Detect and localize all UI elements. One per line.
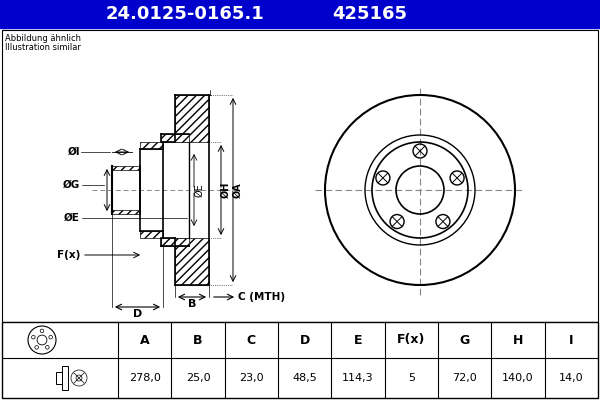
Text: 23,0: 23,0 <box>239 373 263 383</box>
Text: 25,0: 25,0 <box>185 373 211 383</box>
Bar <box>175 238 209 285</box>
Text: 278,0: 278,0 <box>129 373 161 383</box>
Text: 140,0: 140,0 <box>502 373 534 383</box>
Text: ØI: ØI <box>67 147 80 157</box>
Bar <box>62 366 68 390</box>
Text: ØA: ØA <box>233 182 243 198</box>
Text: ØH: ØH <box>221 182 231 198</box>
Bar <box>2 322 598 398</box>
Text: C (MTH): C (MTH) <box>238 292 285 302</box>
Text: G: G <box>460 334 470 346</box>
Bar <box>56 372 62 384</box>
Bar <box>0 0 600 28</box>
Text: H: H <box>513 334 523 346</box>
Text: E: E <box>354 334 362 346</box>
Text: 72,0: 72,0 <box>452 373 477 383</box>
Text: D: D <box>133 309 142 319</box>
Bar <box>112 210 140 214</box>
Bar <box>112 166 140 170</box>
Text: A: A <box>140 334 149 346</box>
Text: 24.0125-0165.1: 24.0125-0165.1 <box>106 5 265 23</box>
Text: 425165: 425165 <box>332 5 407 23</box>
Bar <box>161 134 189 142</box>
Text: F(x): F(x) <box>397 334 425 346</box>
Text: D: D <box>299 334 310 346</box>
Text: 5: 5 <box>408 373 415 383</box>
Text: ØG: ØG <box>63 180 80 190</box>
Bar <box>2 30 598 322</box>
Bar <box>161 238 189 246</box>
Text: B: B <box>188 299 196 309</box>
Text: C: C <box>247 334 256 346</box>
Bar <box>140 142 163 149</box>
Text: 114,3: 114,3 <box>342 373 374 383</box>
Text: 48,5: 48,5 <box>292 373 317 383</box>
Text: ØE: ØE <box>194 183 204 197</box>
Text: 14,0: 14,0 <box>559 373 584 383</box>
Text: ØE: ØE <box>64 213 80 223</box>
Text: Abbildung ähnlich: Abbildung ähnlich <box>5 34 81 43</box>
Text: F(x): F(x) <box>56 250 80 260</box>
Text: Illustration similar: Illustration similar <box>5 43 81 52</box>
Bar <box>175 95 209 142</box>
Text: B: B <box>193 334 203 346</box>
Text: I: I <box>569 334 574 346</box>
Bar <box>140 231 163 238</box>
